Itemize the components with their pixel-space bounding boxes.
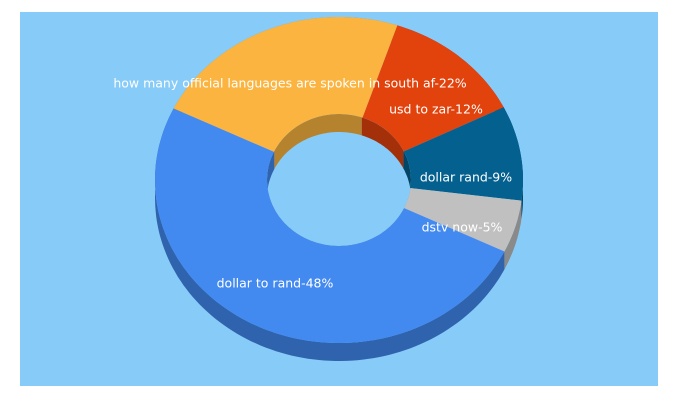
slice-side — [504, 200, 522, 270]
data-label: usd to zar-12% — [389, 102, 483, 117]
data-label: dollar to rand-48% — [217, 276, 334, 291]
data-label: dstv now-5% — [422, 220, 503, 235]
data-label: how many official languages are spoken i… — [113, 76, 466, 91]
slice-inner-wall — [403, 150, 411, 207]
slice-inner-wall — [361, 117, 404, 169]
data-label: dollar rand-9% — [420, 170, 512, 185]
donut-hole — [267, 114, 411, 246]
slice-inner-wall — [274, 114, 362, 170]
